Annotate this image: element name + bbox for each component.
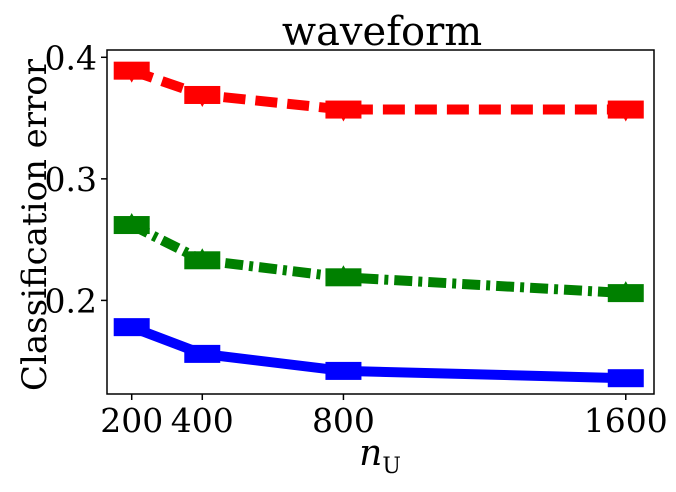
series-2-marker-1 <box>194 345 211 362</box>
series-0-marker-3 <box>615 103 636 122</box>
series-0-marker-1 <box>192 88 213 107</box>
plot-area: 200 400 800 1600 0.2 0.3 0.4 <box>45 38 668 440</box>
series-line-1 <box>129 220 627 299</box>
y-tick-label-1: 0.3 <box>45 160 97 199</box>
x-tick-label-3: 1600 <box>584 401 668 440</box>
x-tick-label-2: 800 <box>312 401 375 440</box>
series-0-marker-2 <box>333 103 354 122</box>
x-axis-label: nU <box>359 433 401 479</box>
y-axis-label: Classification error <box>15 58 55 391</box>
series-1-marker-0 <box>121 213 142 232</box>
axes-frame <box>106 49 655 395</box>
series-2-marker-0 <box>123 319 140 336</box>
series-line-0 <box>130 65 626 115</box>
y-tick-label-2: 0.4 <box>45 38 97 77</box>
series-line-2 <box>129 322 626 384</box>
chart-title: waveform <box>282 9 482 55</box>
series-1-marker-2 <box>333 265 354 284</box>
series-1-marker-3 <box>615 281 636 300</box>
series-1-marker-1 <box>192 248 213 267</box>
y-tick-label-0: 0.2 <box>45 281 97 320</box>
x-tick-label-1: 400 <box>171 401 234 440</box>
series-2-marker-3 <box>617 370 634 387</box>
x-tick-label-0: 200 <box>100 401 163 440</box>
series-0-marker-0 <box>121 64 142 83</box>
series-2-marker-2 <box>335 362 352 379</box>
